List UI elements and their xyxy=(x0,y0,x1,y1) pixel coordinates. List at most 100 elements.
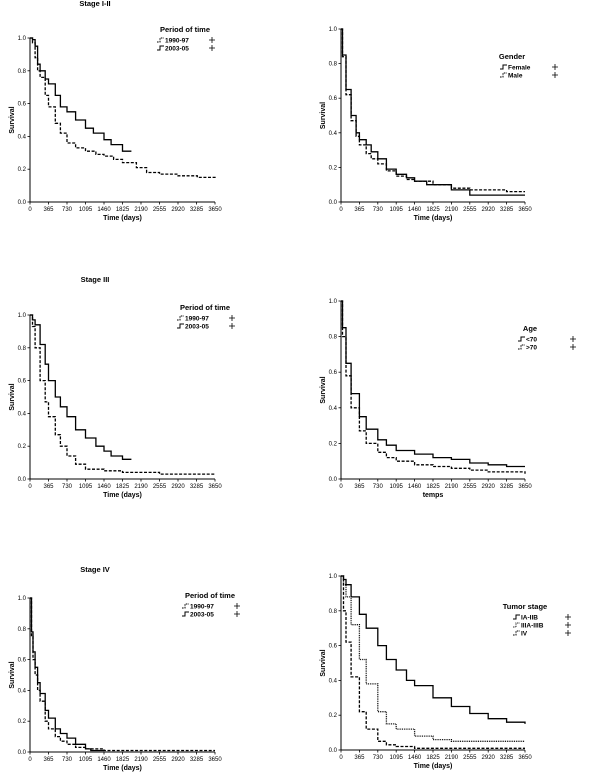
legend-swatch xyxy=(500,64,507,70)
legend-label: IIIA-IIIB xyxy=(521,623,544,630)
legend-censor-marker xyxy=(565,622,571,628)
x-tick-label: 0 xyxy=(339,484,343,490)
legend-label: 2003-05 xyxy=(165,46,189,53)
legend-censor-marker xyxy=(570,344,576,350)
y-tick-label: 0.0 xyxy=(329,200,338,206)
x-tick-label: 365 xyxy=(354,207,365,213)
series-line-199097 xyxy=(30,314,215,475)
legend-title: Period of time xyxy=(160,25,210,34)
x-tick-label: 365 xyxy=(43,207,54,213)
x-tick-label: 2190 xyxy=(134,484,148,490)
x-tick-label: 1460 xyxy=(408,755,422,761)
legend-label: Female xyxy=(508,65,531,72)
legend-swatch xyxy=(500,72,507,78)
series-line-iaiib xyxy=(341,575,526,724)
y-tick-label: 0.0 xyxy=(18,477,27,483)
y-tick-label: 0.2 xyxy=(329,441,338,447)
x-tick-label: 1825 xyxy=(116,207,130,213)
legend-label: IA-IIB xyxy=(521,615,538,622)
legend-label: 2003-05 xyxy=(190,612,214,619)
y-axis-label: Survival xyxy=(9,383,16,410)
x-tick-label: 2555 xyxy=(153,757,167,763)
y-axis-label: Survival xyxy=(320,649,327,676)
chart-panel-2: 0.0 0.2 0.4 0.6 0.8 1.0 0 365 730 1095 1460 1825 219… xyxy=(320,27,558,222)
x-axis-label: Time (days) xyxy=(103,492,142,499)
y-axis-label: Survival xyxy=(320,102,327,129)
legend-censor-marker xyxy=(552,64,558,70)
series-line-male xyxy=(341,28,525,193)
legend-title: Age xyxy=(523,324,537,333)
legend-censor-marker xyxy=(229,315,235,321)
y-tick-label: 0.2 xyxy=(329,165,338,171)
y-tick-label: 0.6 xyxy=(329,96,338,102)
x-tick-label: 1095 xyxy=(79,484,93,490)
y-tick-label: 0.2 xyxy=(329,713,338,719)
legend-label: 1990-97 xyxy=(185,316,209,323)
x-axis-label: Time (days) xyxy=(103,765,142,772)
legend-label: Male xyxy=(508,73,523,80)
chart-title: Stage I-II xyxy=(79,0,110,8)
legend-label: >70 xyxy=(526,345,537,352)
x-tick-label: 3285 xyxy=(500,755,514,761)
y-tick-label: 0.4 xyxy=(329,678,338,684)
series-line-iiiaiiib xyxy=(341,575,525,742)
x-tick-label: 1825 xyxy=(426,755,440,761)
legend-censor-marker xyxy=(565,614,571,620)
legend-title: Period of time xyxy=(180,303,230,312)
x-tick-label: 730 xyxy=(62,484,73,490)
x-tick-label: 2920 xyxy=(171,757,185,763)
y-tick-label: 0.8 xyxy=(18,346,27,352)
x-tick-label: 1825 xyxy=(116,484,130,490)
legend-swatch xyxy=(157,37,164,43)
x-tick-label: 3650 xyxy=(518,484,532,490)
y-tick-label: 0.4 xyxy=(329,406,338,412)
x-axis-label: Time (days) xyxy=(103,215,142,222)
legend-censor-marker xyxy=(565,630,571,636)
legend-title: Gender xyxy=(499,52,525,61)
legend-title: Period of time xyxy=(185,591,235,600)
x-tick-label: 2555 xyxy=(463,755,477,761)
legend-swatch xyxy=(157,45,164,51)
x-tick-label: 1460 xyxy=(408,207,422,213)
series-line-iv xyxy=(341,575,525,749)
chart-title: Stage III xyxy=(81,275,110,284)
y-tick-label: 1.0 xyxy=(329,27,338,33)
y-tick-label: 0.6 xyxy=(18,658,27,664)
chart-panel-6: 0.0 0.2 0.4 0.6 0.8 1.0 0 365 730 1095 1460 1825 219… xyxy=(320,574,571,770)
legend-swatch xyxy=(518,344,525,350)
x-tick-label: 365 xyxy=(354,484,365,490)
y-tick-label: 0.2 xyxy=(18,444,27,450)
x-tick-label: 1460 xyxy=(97,484,111,490)
y-axis-label: Survival xyxy=(9,106,16,133)
x-tick-label: 3285 xyxy=(500,207,514,213)
legend-censor-marker xyxy=(234,603,240,609)
legend-label: <70 xyxy=(526,337,537,344)
x-tick-label: 730 xyxy=(62,757,73,763)
x-tick-label: 1825 xyxy=(426,207,440,213)
legend-censor-marker xyxy=(570,336,576,342)
legend-label: IV xyxy=(521,631,528,638)
y-tick-label: 0.0 xyxy=(329,748,338,754)
x-tick-label: 1095 xyxy=(390,484,404,490)
x-tick-label: 1825 xyxy=(426,484,440,490)
y-tick-label: 0.0 xyxy=(18,750,27,756)
x-tick-label: 0 xyxy=(28,207,32,213)
series-line-199097 xyxy=(30,597,215,752)
legend-swatch xyxy=(182,603,189,609)
x-tick-label: 1460 xyxy=(97,207,111,213)
series-line-200305 xyxy=(30,37,132,152)
x-axis-label: Time (days) xyxy=(414,215,453,222)
x-tick-label: 1825 xyxy=(116,757,130,763)
series-line-200305 xyxy=(30,597,104,752)
x-tick-label: 2190 xyxy=(134,207,148,213)
x-tick-label: 365 xyxy=(43,484,54,490)
x-tick-label: 2190 xyxy=(445,207,459,213)
x-tick-label: 0 xyxy=(28,484,32,490)
series-line-199097 xyxy=(30,37,216,179)
legend-title: Tumor stage xyxy=(503,602,547,611)
x-tick-label: 365 xyxy=(43,757,54,763)
series-line-70 xyxy=(341,300,525,468)
chart-panel-1: Stage I-II 0.0 0.2 0.4 0.6 0.8 1.0 0 365 730 1095 1… xyxy=(9,0,222,222)
y-tick-label: 0.8 xyxy=(329,609,338,615)
